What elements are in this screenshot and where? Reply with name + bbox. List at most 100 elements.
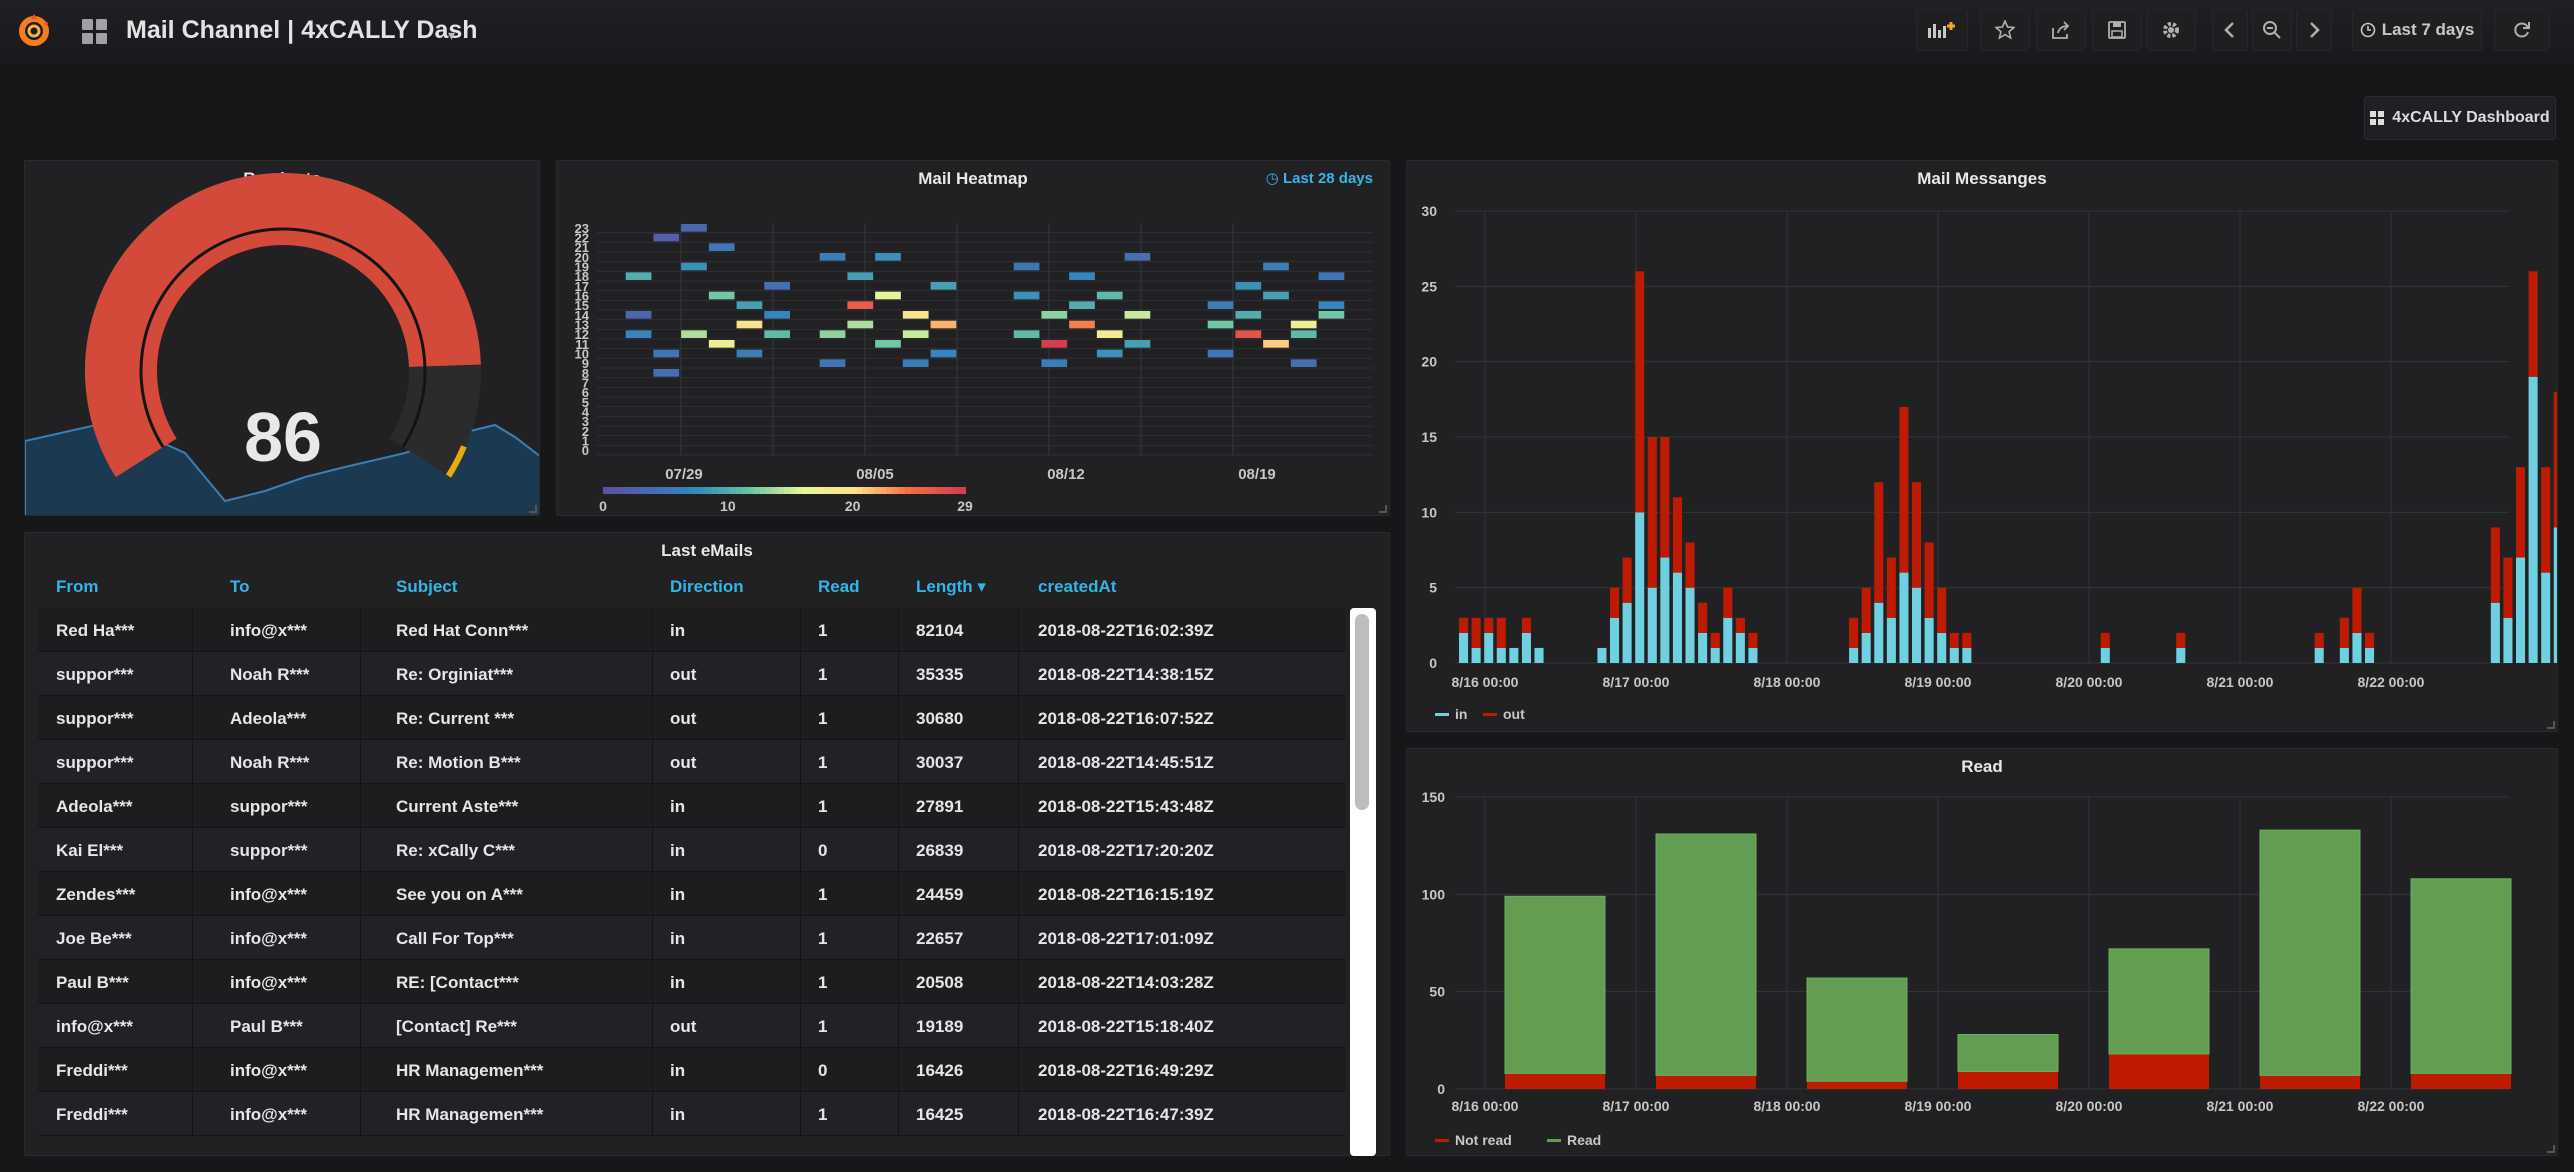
table-scrollbar[interactable] [1350, 608, 1376, 1156]
cell-divider [360, 696, 361, 740]
zoom-out-button[interactable] [2252, 9, 2292, 51]
cell-divider [898, 960, 899, 1004]
table-scrollbar-thumb[interactable] [1355, 614, 1369, 810]
heatmap-cell [1041, 359, 1068, 367]
table-row[interactable]: Red Ha*** info@x*** Red Hat Conn*** in 1 8210… [38, 608, 1346, 652]
heatmap-cell [764, 330, 790, 338]
heatmap-cell [875, 291, 901, 300]
cell-direction: in [670, 973, 686, 992]
read-rate-panel: Read rate 86 [24, 160, 540, 516]
bar-out [1496, 617, 1506, 648]
heatmap-cell [1096, 349, 1123, 358]
heatmap-cell [1069, 272, 1095, 280]
heatmap-legend-swatch [790, 487, 798, 494]
legend-swatch [1435, 1139, 1449, 1142]
panel-resize-handle[interactable] [529, 505, 537, 513]
x-tick-label: 8/21 00:00 [2207, 1098, 2274, 1114]
star-button[interactable] [1980, 9, 2030, 51]
cell-to: info@x*** [230, 1105, 308, 1124]
cell-divider [652, 1004, 653, 1048]
table-row[interactable]: info@x*** Paul B*** [Contact] Re*** out 1 191… [38, 1004, 1346, 1048]
zoom-out-icon [2263, 21, 2281, 39]
column-header-created-at[interactable]: createdAt [1038, 577, 1117, 596]
column-header-read[interactable]: Read [818, 577, 860, 596]
heatmap-legend-swatch [940, 487, 948, 494]
refresh-button[interactable] [2494, 9, 2550, 51]
cell-subject: HR Managemen*** [396, 1105, 544, 1124]
table-row[interactable]: Kai El*** suppor*** Re: xCally C*** in 0 2683… [38, 828, 1346, 872]
heatmap-chart: 0123456789101112131415161718192021222307… [575, 221, 1373, 514]
table-row[interactable]: Freddi*** info@x*** HR Managemen*** in 1 1642… [38, 1092, 1346, 1136]
mail-messages-title[interactable]: Mail Messanges [1917, 169, 2047, 188]
cell-created-at: 2018-08-22T14:03:28Z [1038, 973, 1214, 992]
star-icon [1995, 20, 2015, 40]
heatmap-title[interactable]: Mail Heatmap [918, 169, 1028, 188]
table-row[interactable]: Zendes*** info@x*** See you on A*** in 1 2445… [38, 872, 1346, 916]
settings-button[interactable] [2146, 9, 2196, 51]
panel-resize-handle[interactable] [2547, 1145, 2555, 1153]
bar-out [1635, 271, 1645, 513]
cell-read: 0 [818, 841, 828, 860]
bar-in [1886, 617, 1896, 663]
table-row[interactable]: suppor*** Adeola*** Re: Current *** out 1 306… [38, 696, 1346, 740]
save-button[interactable] [2092, 9, 2142, 51]
heatmap-cell [736, 349, 763, 358]
heatmap-cell [708, 340, 735, 348]
chevron-down-icon[interactable]: ▾ [448, 27, 456, 43]
heatmap-y-tick: 3 [582, 414, 589, 429]
heatmap-y-tick: 11 [575, 337, 589, 352]
dashboards-grid-icon[interactable] [82, 19, 108, 45]
heatmap-cell [902, 330, 929, 338]
heatmap-x-tick: 08/12 [1047, 466, 1085, 483]
heatmap-legend-swatch [868, 487, 876, 494]
table-row[interactable]: Joe Be*** info@x*** Call For Top*** in 1 2265… [38, 916, 1346, 960]
column-header-subject[interactable]: Subject [396, 577, 458, 596]
grafana-logo-icon[interactable] [14, 10, 54, 50]
cell-length: 30037 [916, 753, 964, 772]
dashboard-title[interactable]: Mail Channel | 4xCALLY Dash [126, 16, 478, 44]
cell-divider [800, 960, 801, 1004]
add-panel-button[interactable] [1916, 9, 1968, 51]
x-tick-label: 8/17 00:00 [1603, 1098, 1670, 1114]
share-button[interactable] [2036, 9, 2086, 51]
heatmap-time-override[interactable]: ◷ Last 28 days [1266, 169, 1373, 187]
column-header-direction[interactable]: Direction [670, 577, 744, 596]
heatmap-cell [1124, 253, 1151, 261]
heatmap-cell [625, 330, 652, 338]
last-emails-title[interactable]: Last eMails [661, 541, 753, 560]
column-header-to[interactable]: To [230, 577, 250, 596]
bar-in [1521, 632, 1531, 663]
cell-divider [898, 608, 899, 652]
cell-divider [192, 916, 193, 960]
table-row[interactable]: Paul B*** info@x*** RE: [Contact*** in 1 2050… [38, 960, 1346, 1004]
cell-divider [800, 1092, 801, 1136]
cell-length: 30680 [916, 709, 964, 728]
cell-to: Adeola*** [230, 709, 307, 728]
heatmap-cell [1263, 340, 1289, 348]
table-row[interactable]: Freddi*** info@x*** HR Managemen*** in 0 1642… [38, 1048, 1346, 1092]
dashboard-link-button[interactable]: 4xCALLY Dashboard [2364, 96, 2556, 140]
heatmap-legend-swatch [645, 487, 653, 494]
heatmap-y-tick: 16 [575, 289, 589, 304]
column-header-length[interactable]: Length ▾ [916, 577, 986, 596]
heatmap-y-tick: 5 [582, 395, 589, 410]
cell-created-at: 2018-08-22T14:38:15Z [1038, 665, 1214, 684]
time-forward-button[interactable] [2296, 9, 2332, 51]
heatmap-legend-swatch [771, 487, 779, 494]
table-row[interactable]: suppor*** Noah R*** Re: Orginiat*** out 1 353… [38, 652, 1346, 696]
table-row[interactable]: Adeola*** suppor*** Current Aste*** in 1 2789… [38, 784, 1346, 828]
bar-out [1899, 406, 1909, 573]
time-back-button[interactable] [2212, 9, 2248, 51]
table-row[interactable]: suppor*** Noah R*** Re: Motion B*** out 1 300… [38, 740, 1346, 784]
time-picker-button[interactable]: Last 7 days [2352, 9, 2482, 51]
panel-resize-handle[interactable] [2547, 721, 2555, 729]
heatmap-cell [902, 311, 929, 319]
cell-divider [652, 652, 653, 696]
read-chart-title[interactable]: Read [1961, 757, 2003, 776]
cell-from: Red Ha*** [56, 621, 135, 640]
cell-direction: in [670, 885, 686, 904]
column-header-from[interactable]: From [56, 577, 99, 596]
bar-out [1698, 602, 1708, 633]
heatmap-legend-swatch [717, 487, 725, 494]
panel-resize-handle[interactable] [1379, 505, 1387, 513]
